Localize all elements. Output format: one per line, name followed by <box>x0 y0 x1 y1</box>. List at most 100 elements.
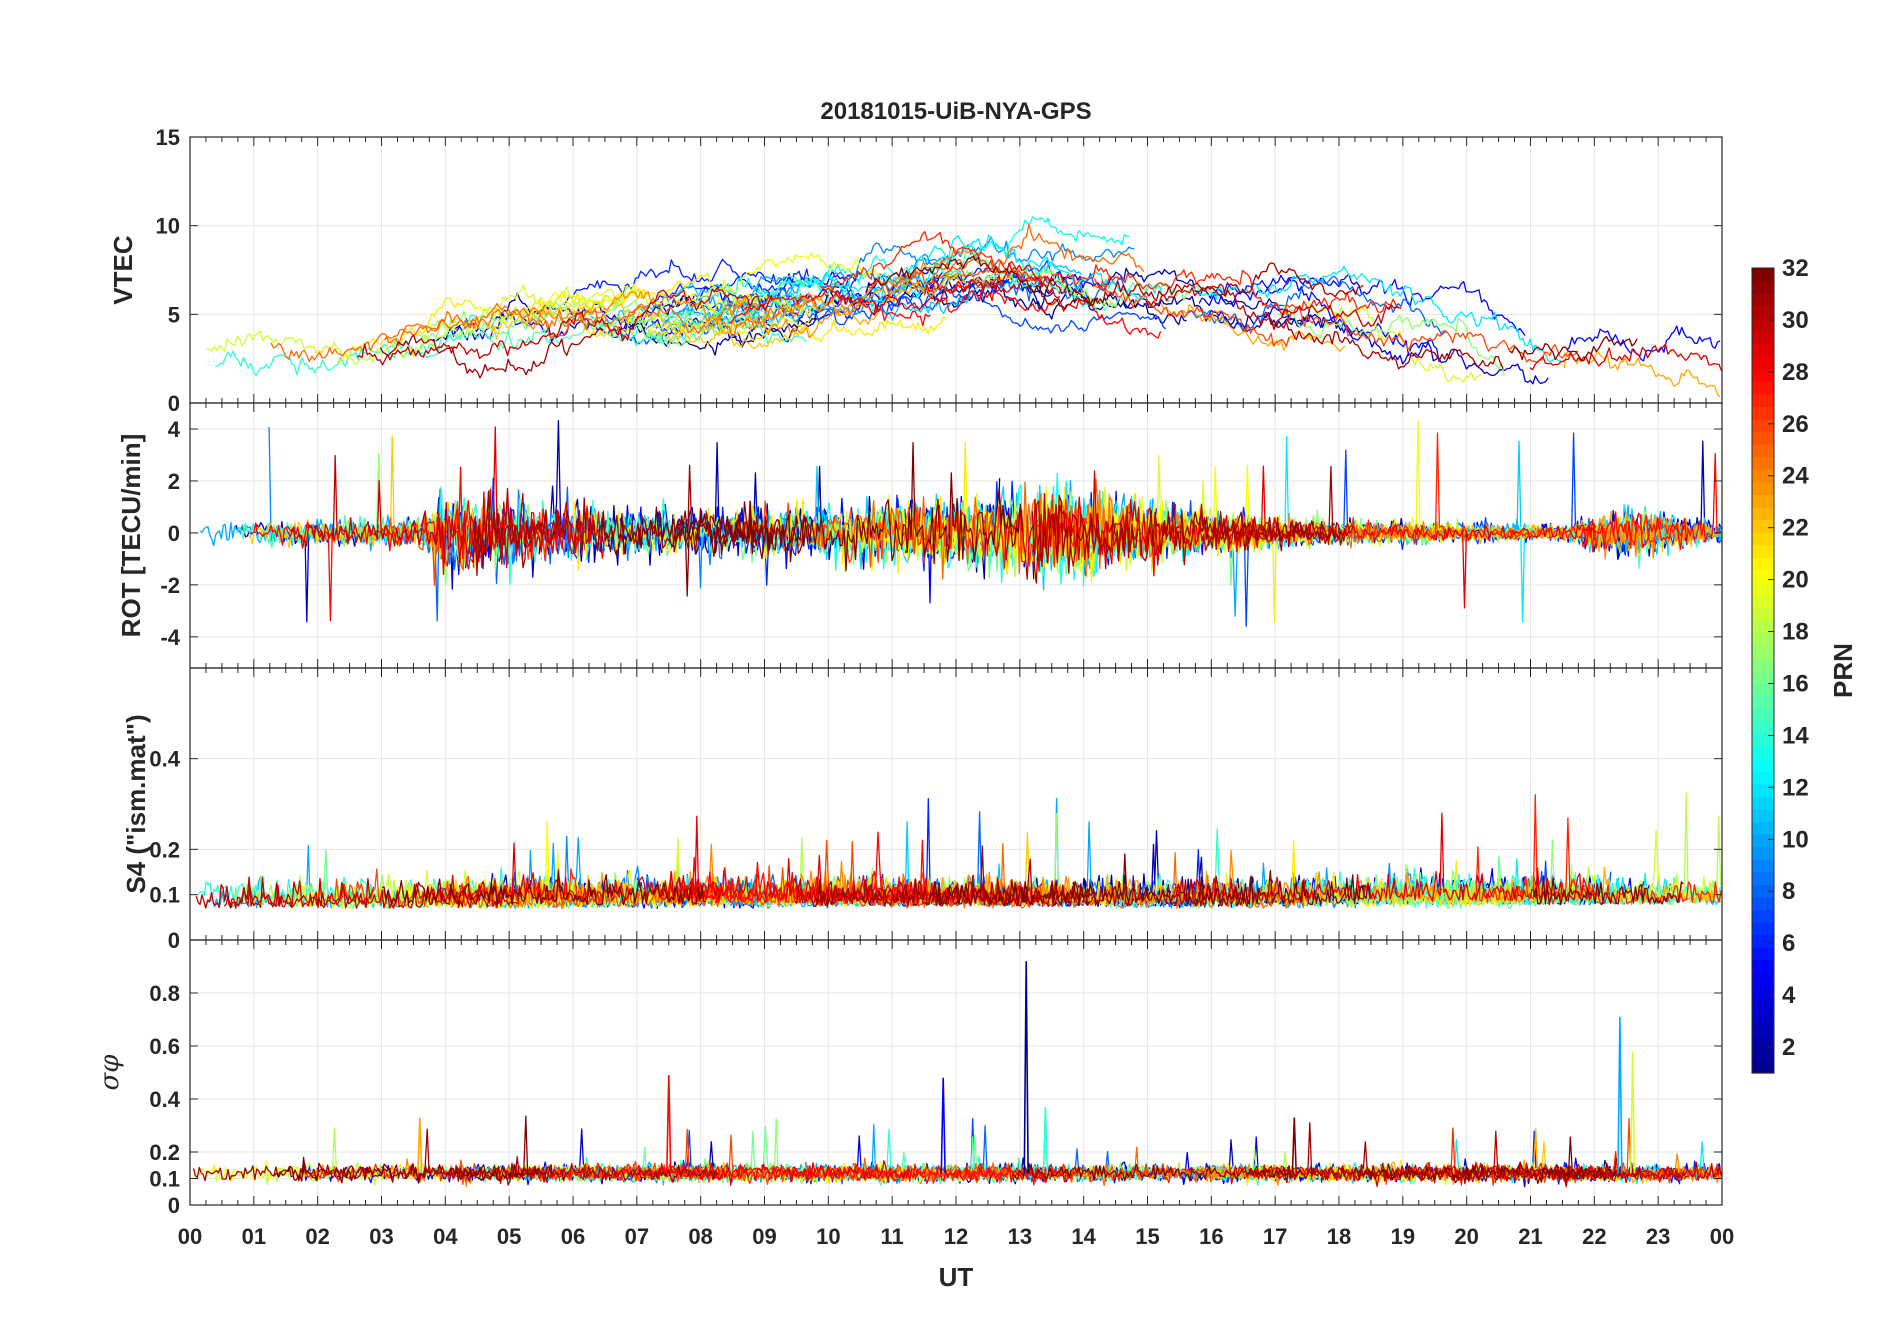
series-line-prn-23 <box>1160 303 1346 352</box>
series-line-prn-32 <box>865 255 1099 310</box>
series-line-prn-21 <box>583 315 947 343</box>
series-line-prn-25 <box>444 875 582 909</box>
y-tick-label: 0.2 <box>149 1140 180 1165</box>
colorbar-swatch <box>1752 1060 1774 1074</box>
colorbar-tick-label: 28 <box>1782 359 1809 386</box>
y-tick-label: 4 <box>168 417 181 442</box>
y-tick-label: 0 <box>168 521 180 546</box>
colorbar-swatch <box>1752 708 1774 722</box>
series-line-prn-29 <box>1232 465 1596 609</box>
colorbar-swatch <box>1752 922 1774 936</box>
series-line-prn-24 <box>520 272 965 339</box>
series-line-prn-15 <box>656 275 819 334</box>
colorbar-swatch <box>1752 393 1774 407</box>
series-line-prn-13 <box>756 216 1130 308</box>
y-axis-label: ROT [TECU/min] <box>116 434 146 638</box>
colorbar-tick-label: 22 <box>1782 515 1809 542</box>
colorbar-swatch <box>1752 997 1774 1011</box>
colorbar-swatch <box>1752 695 1774 709</box>
y-axis-label: S4 ("ism.mat") <box>121 714 151 893</box>
x-tick-label: 21 <box>1518 1224 1542 1249</box>
colorbar-tick-label: 32 <box>1782 255 1809 282</box>
y-tick-label: 2 <box>168 469 180 494</box>
sigma-phi-spike <box>666 1075 672 1174</box>
colorbar-swatch <box>1752 1035 1774 1049</box>
colorbar-tick-label: 2 <box>1782 1034 1795 1061</box>
colorbar-swatch <box>1752 859 1774 873</box>
colorbar-tick-label: 8 <box>1782 878 1795 905</box>
colorbar-swatch <box>1752 368 1774 382</box>
series-group <box>206 216 1723 398</box>
colorbar-tick-label: 20 <box>1782 567 1809 594</box>
colorbar-label: PRN <box>1828 643 1858 698</box>
sigma-phi-spike <box>417 1117 423 1174</box>
colorbar-swatch <box>1752 1010 1774 1024</box>
colorbar-swatch <box>1752 834 1774 848</box>
series-line-prn-29 <box>1529 343 1723 372</box>
series-line-prn-7 <box>607 288 946 345</box>
series-line-prn-12 <box>1198 265 1562 363</box>
series-line-prn-20 <box>527 252 883 317</box>
colorbar-swatch <box>1752 305 1774 319</box>
panel-sigma-phi: 00.10.2 0.4 0.6 0.8 σφ <box>95 939 1723 1218</box>
series-line-prn-9 <box>712 236 1135 320</box>
series-line-prn-30 <box>356 287 774 366</box>
series-line-prn-26 <box>334 868 470 907</box>
series-line-prn-25 <box>931 223 1145 282</box>
sigma-phi-spike <box>1023 961 1029 1174</box>
colorbar-swatch <box>1752 595 1774 609</box>
x-tick-label: 06 <box>561 1224 585 1249</box>
series-group <box>199 420 1723 628</box>
series-line-prn-5 <box>724 497 948 604</box>
series-line-prn-29 <box>506 1160 912 1186</box>
colorbar-swatch <box>1752 418 1774 433</box>
series-line-prn-32 <box>1011 1163 1294 1182</box>
colorbar-tick-label: 10 <box>1782 826 1809 853</box>
colorbar-swatch <box>1752 582 1774 596</box>
y-axis-label: VTEC <box>108 235 138 305</box>
y-tick-label: 0.4 <box>149 747 180 772</box>
series-line-prn-18 <box>986 266 1118 308</box>
colorbar-swatch <box>1752 293 1774 307</box>
colorbar-tick-label: 30 <box>1782 307 1809 334</box>
series-line-prn-30 <box>223 876 375 909</box>
colorbar-swatch <box>1752 1047 1774 1062</box>
series-line-prn-26 <box>1091 280 1290 347</box>
colorbar-swatch <box>1752 720 1774 734</box>
x-tick-label: 16 <box>1199 1224 1223 1249</box>
series-line-prn-21 <box>337 272 757 363</box>
colorbar-tick-label: 14 <box>1782 722 1809 749</box>
colorbar-swatch <box>1752 431 1774 445</box>
series-line-prn-23 <box>701 269 1017 335</box>
colorbar-swatch <box>1752 670 1774 684</box>
colorbar-swatch <box>1752 871 1774 885</box>
colorbar-swatch <box>1752 745 1774 760</box>
series-line-prn-31 <box>794 845 1096 908</box>
colorbar-tick-label: 12 <box>1782 774 1809 801</box>
series-line-prn-30 <box>286 455 566 565</box>
x-tick-label: 07 <box>625 1224 649 1249</box>
colorbar-swatch <box>1752 808 1774 823</box>
colorbar-swatch <box>1752 796 1774 810</box>
x-tick-label: 14 <box>1071 1224 1096 1249</box>
series-line-prn-26 <box>867 259 1038 295</box>
x-tick-label: 22 <box>1582 1224 1606 1249</box>
colorbar-swatch <box>1752 771 1774 785</box>
colorbar-swatch <box>1752 959 1774 973</box>
x-tick-label: 19 <box>1391 1224 1415 1249</box>
colorbar-swatch <box>1752 758 1774 772</box>
series-line-prn-25 <box>383 298 825 341</box>
y-tick-label: 5 <box>168 302 180 327</box>
colorbar-swatch <box>1752 909 1774 923</box>
colorbar-tick-label: 4 <box>1782 982 1796 1009</box>
colorbar-tick-label: 16 <box>1782 670 1809 697</box>
colorbar-swatch <box>1752 356 1774 370</box>
x-tick-label: 11 <box>881 1224 904 1249</box>
y-tick-label: 15 <box>156 125 180 150</box>
y-tick-label: -4 <box>160 625 180 650</box>
colorbar-tick-label: 18 <box>1782 619 1809 646</box>
x-tick-label: 00 <box>1710 1224 1734 1249</box>
colorbar-swatch <box>1752 972 1774 986</box>
